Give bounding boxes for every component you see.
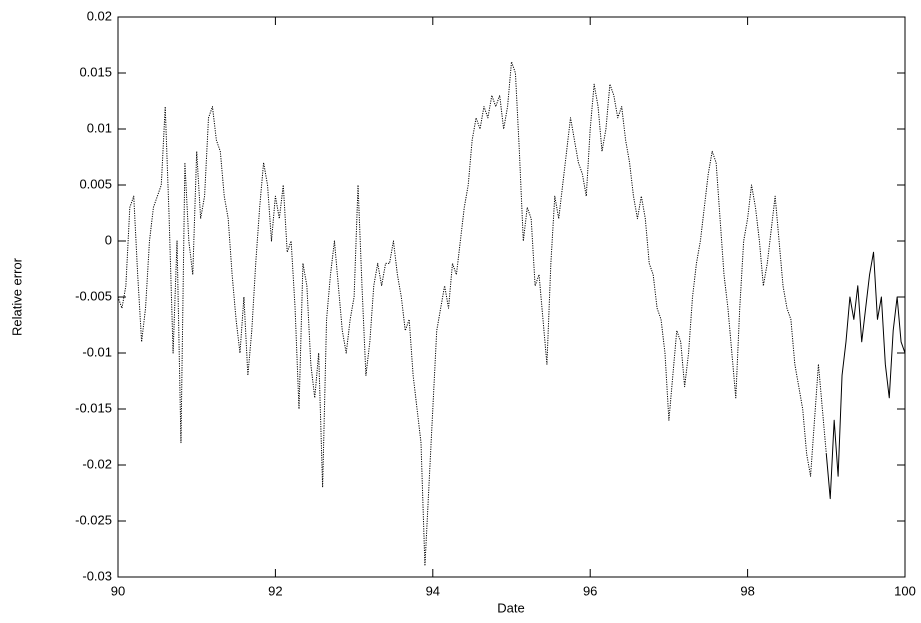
y-tick-label: -0.03 (82, 568, 112, 583)
x-tick-label: 92 (268, 583, 282, 598)
y-tick-label: 0.01 (87, 120, 112, 135)
y-tick-label: -0.01 (82, 344, 112, 359)
x-tick-label: 96 (583, 583, 597, 598)
x-axis-label: Date (497, 600, 524, 615)
y-tick-label: -0.005 (75, 288, 112, 303)
x-tick-label: 90 (111, 583, 125, 598)
y-tick-label: 0 (105, 232, 112, 247)
x-tick-label: 100 (894, 583, 916, 598)
plot-frame (117, 16, 906, 578)
y-tick-label: 0.005 (79, 176, 112, 191)
x-tick-label: 98 (740, 583, 754, 598)
y-tick-label: -0.02 (82, 456, 112, 471)
y-tick-label: -0.025 (75, 512, 112, 527)
y-tick-label: 0.02 (87, 8, 112, 23)
x-tick-label: 94 (426, 583, 440, 598)
series-line (825, 251, 906, 500)
series-line (117, 61, 827, 567)
y-axis-label: Relative error (9, 257, 24, 336)
y-tick-label: -0.015 (75, 400, 112, 415)
y-tick-label: 0.015 (79, 64, 112, 79)
